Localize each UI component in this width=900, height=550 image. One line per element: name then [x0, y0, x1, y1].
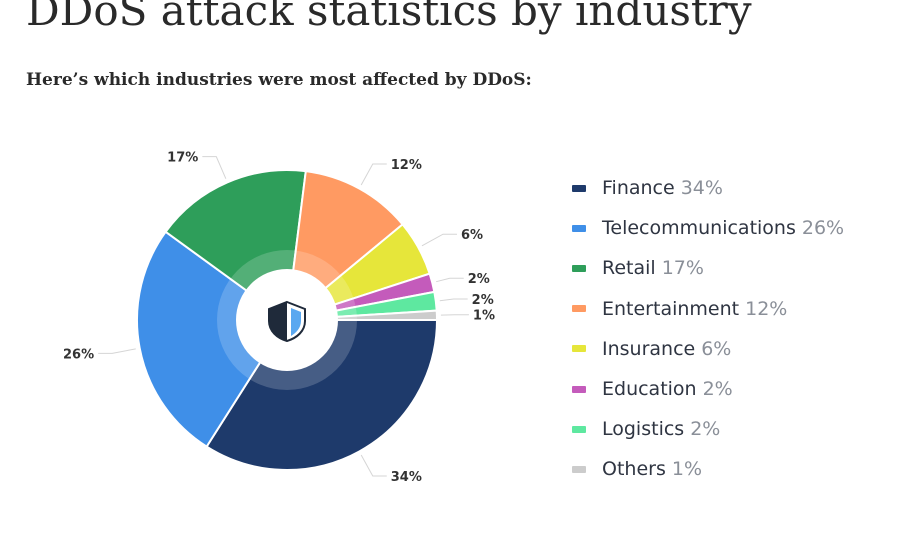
legend-value: 2%: [702, 378, 733, 401]
data-label-insurance: 6%: [461, 228, 483, 243]
legend-item-logistics: Logistics 2%: [572, 409, 844, 449]
leader-line-insurance: [421, 233, 457, 247]
legend-item-insurance: Insurance 6%: [572, 329, 844, 369]
data-label-retail: 17%: [167, 151, 198, 166]
legend-swatch: [572, 224, 586, 232]
legend-swatch: [572, 465, 586, 473]
legend-item-retail: Retail 17%: [572, 248, 844, 288]
legend-value: 1%: [671, 458, 703, 481]
leader-line-retail: [202, 156, 227, 179]
legend-label: Others: [602, 458, 666, 481]
legend-value: 26%: [801, 217, 845, 240]
legend-value: 34%: [680, 177, 723, 200]
legend-swatch: [572, 385, 586, 393]
legend-swatch: [572, 184, 586, 192]
legend-swatch: [572, 425, 586, 433]
legend-value: 17%: [661, 257, 704, 280]
data-label-logistics: 2%: [472, 293, 494, 308]
legend-swatch: [572, 264, 586, 272]
leader-line-finance: [360, 454, 387, 477]
legend-label: Retail: [602, 257, 656, 280]
legend-label: Insurance: [602, 337, 696, 360]
legend-label: Telecommunications: [602, 217, 796, 240]
shield-icon: [268, 300, 306, 343]
data-label-education: 2%: [468, 272, 490, 287]
legend-value: 12%: [745, 297, 788, 320]
legend-label: Entertainment: [602, 297, 740, 320]
legend-swatch: [572, 305, 586, 313]
chart-center: [217, 250, 357, 390]
leader-line-logistics: [439, 298, 468, 302]
intro-text: Here’s which industries were most affect…: [26, 70, 532, 90]
data-label-others: 1%: [473, 309, 495, 324]
data-label-telecommunications: 26%: [63, 347, 94, 362]
legend-label: Logistics: [602, 418, 685, 441]
legend-item-entertainment: Entertainment 12%: [572, 289, 844, 329]
legend-value: 2%: [690, 418, 721, 441]
legend-item-education: Education 2%: [572, 369, 844, 409]
data-label-entertainment: 12%: [391, 158, 422, 173]
legend-item-others: Others 1%: [572, 449, 844, 489]
legend-swatch: [572, 345, 586, 353]
leader-line-telecommunications: [98, 348, 136, 354]
legend-item-finance: Finance 34%: [572, 168, 844, 208]
page-title: DDoS attack statistics by industry: [26, 0, 752, 35]
legend-item-telecommunications: Telecommunications 26%: [572, 208, 844, 248]
data-label-finance: 34%: [391, 470, 422, 485]
legend-value: 6%: [701, 337, 732, 360]
leader-line-education: [436, 277, 464, 283]
chart-legend: Finance 34% Telecommunications 26% Retail 17%…: [572, 168, 844, 490]
leader-line-entertainment: [360, 163, 387, 186]
legend-label: Finance: [602, 177, 675, 200]
legend-label: Education: [602, 378, 697, 401]
